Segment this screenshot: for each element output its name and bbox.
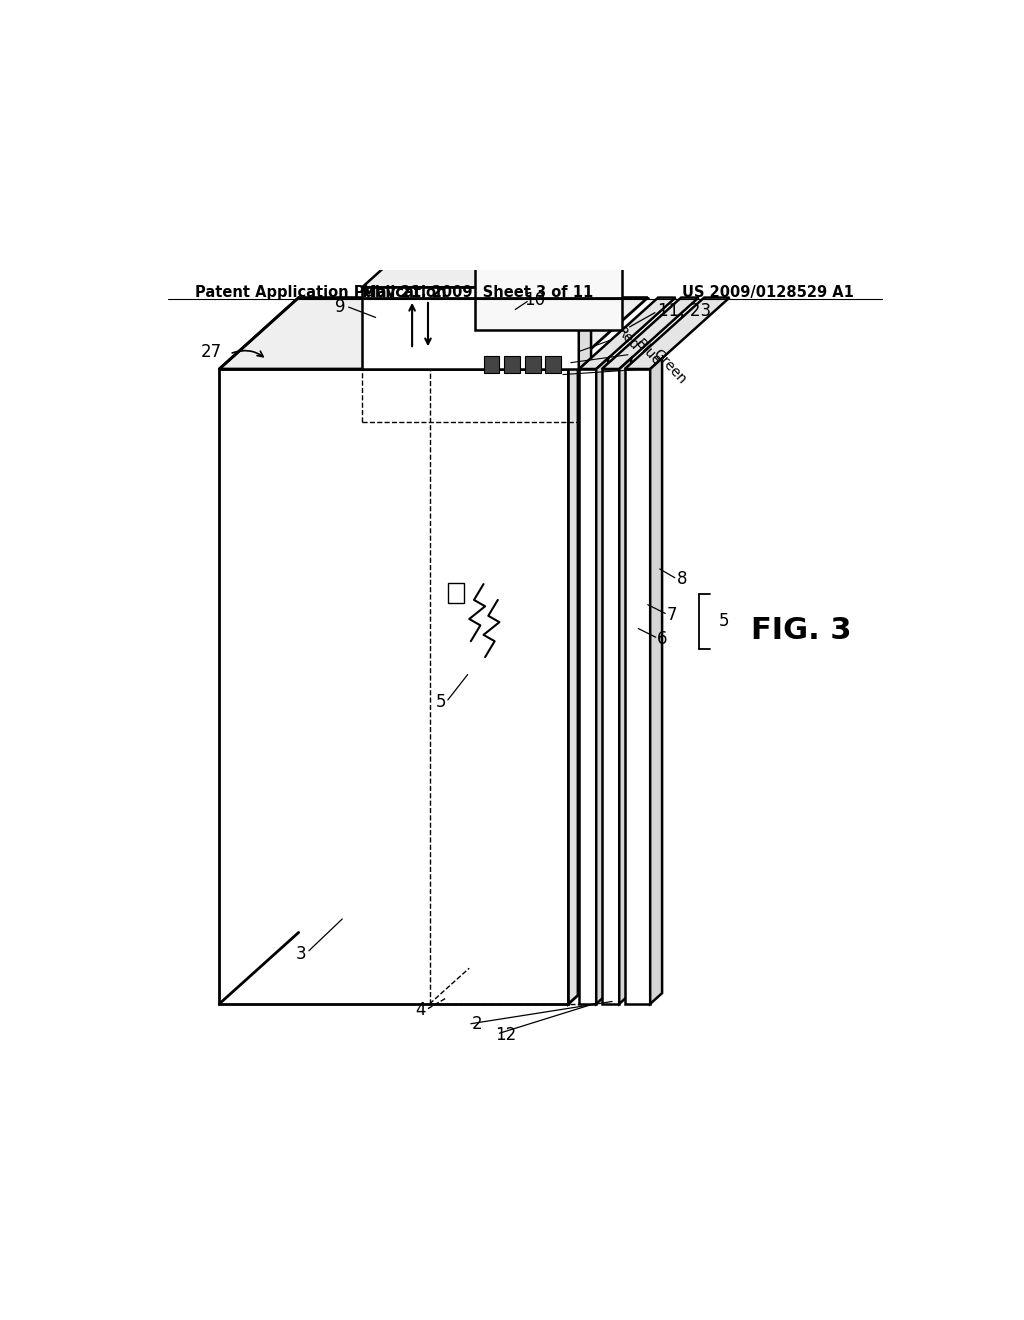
Polygon shape <box>568 360 578 1005</box>
Text: 12: 12 <box>496 1026 516 1044</box>
Text: 11, 23: 11, 23 <box>658 302 712 319</box>
Polygon shape <box>602 370 620 1005</box>
Text: Patent Application Publication: Patent Application Publication <box>196 285 446 300</box>
Polygon shape <box>362 288 579 370</box>
Text: 8: 8 <box>677 570 687 589</box>
Text: Green: Green <box>650 346 689 387</box>
Polygon shape <box>545 355 560 374</box>
Text: 10: 10 <box>523 290 545 309</box>
Polygon shape <box>602 297 698 370</box>
Polygon shape <box>596 358 608 1005</box>
Polygon shape <box>447 583 464 603</box>
Text: 2: 2 <box>472 1015 482 1032</box>
Text: 9: 9 <box>336 298 346 315</box>
Polygon shape <box>483 355 500 374</box>
Text: 7: 7 <box>667 606 677 624</box>
Polygon shape <box>219 370 568 1005</box>
Text: Blue: Blue <box>633 337 664 368</box>
Polygon shape <box>219 297 648 370</box>
Text: May 21, 2009  Sheet 3 of 11: May 21, 2009 Sheet 3 of 11 <box>361 285 593 300</box>
Text: US 2009/0128529 A1: US 2009/0128529 A1 <box>682 285 854 300</box>
Polygon shape <box>579 276 591 370</box>
Text: 3: 3 <box>296 945 306 962</box>
Text: Red: Red <box>613 325 642 354</box>
Polygon shape <box>475 251 622 330</box>
Polygon shape <box>579 297 676 370</box>
Polygon shape <box>524 355 541 374</box>
Text: 5: 5 <box>436 693 446 711</box>
Polygon shape <box>625 370 650 1005</box>
Polygon shape <box>362 243 628 288</box>
Polygon shape <box>579 370 596 1005</box>
Polygon shape <box>650 358 663 1005</box>
Text: 5: 5 <box>719 612 730 631</box>
Polygon shape <box>620 358 631 1005</box>
Polygon shape <box>504 355 520 374</box>
Polygon shape <box>625 297 729 370</box>
Text: 27: 27 <box>201 343 221 360</box>
Text: 4: 4 <box>415 1002 425 1019</box>
Text: FIG. 3: FIG. 3 <box>751 616 852 645</box>
Text: 6: 6 <box>656 630 668 648</box>
